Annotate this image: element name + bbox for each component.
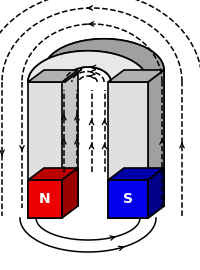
Polygon shape xyxy=(148,168,164,218)
Polygon shape xyxy=(124,70,164,206)
Polygon shape xyxy=(62,168,78,218)
Polygon shape xyxy=(28,70,78,82)
Text: S: S xyxy=(123,192,133,206)
Polygon shape xyxy=(65,55,127,82)
Polygon shape xyxy=(44,39,164,70)
Polygon shape xyxy=(28,39,164,82)
Polygon shape xyxy=(108,70,164,82)
Text: N: N xyxy=(39,192,51,206)
Polygon shape xyxy=(28,51,148,82)
Polygon shape xyxy=(28,82,62,218)
Polygon shape xyxy=(108,180,148,218)
Polygon shape xyxy=(44,70,78,206)
Polygon shape xyxy=(28,180,62,218)
Polygon shape xyxy=(108,82,148,218)
Polygon shape xyxy=(28,168,78,180)
Polygon shape xyxy=(148,70,164,218)
Polygon shape xyxy=(108,168,164,180)
